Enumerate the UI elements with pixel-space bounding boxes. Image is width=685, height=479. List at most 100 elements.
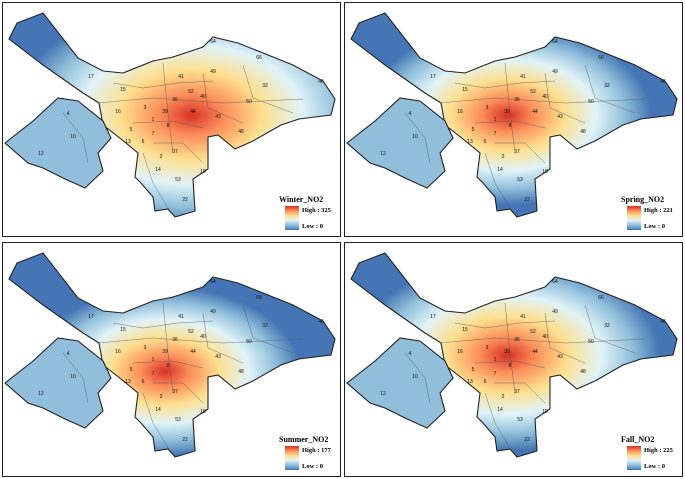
zone-boundary-line (142, 392, 169, 449)
zone-boundary-line (162, 302, 174, 394)
summer-no2-map-panel: 17 15 16 12 10 4 5 6 7 8 13 14 2 37 53 18 22 44 43 46 48 50 32… (2, 242, 341, 477)
zone-boundary-line (202, 312, 244, 364)
zone-label: 15 (120, 327, 126, 333)
zone-label: 48 (580, 369, 586, 375)
zone-label: 3 (486, 345, 489, 351)
zone-boundary-line (484, 152, 511, 209)
zone-label: 40 (200, 334, 206, 340)
zone-boundary-line (474, 360, 546, 369)
legend-title: Summer_NO2 (279, 435, 329, 444)
zone-label: 64 (210, 39, 216, 45)
zone-label: 32 (604, 83, 610, 89)
zone-label: 52 (188, 329, 194, 335)
zone-label: 13 (125, 139, 131, 145)
zone-label: 49 (210, 69, 216, 75)
zone-boundary-line (142, 152, 169, 209)
zone-label: 7 (152, 371, 155, 377)
zone-label: 22 (524, 437, 530, 443)
zone-boundary-line (454, 320, 556, 329)
zone-label: 36 (514, 337, 520, 343)
zone-label: 64 (210, 279, 216, 285)
legend-high-label: High : 177 (302, 447, 331, 454)
zone-label: 46 (660, 79, 666, 85)
zone-label: 7 (494, 131, 497, 137)
zone-label: 37 (172, 389, 178, 395)
zone-label: 39 (162, 349, 168, 355)
zone-label: 2 (160, 154, 163, 160)
zone-label: 49 (552, 69, 558, 75)
fall-no2-map-panel: 17 15 16 12 10 4 5 6 7 8 13 14 2 37 53 18 22 44 43 46 48 50 32… (344, 242, 683, 477)
zone-label: 2 (502, 394, 505, 400)
legend-color-ramp (627, 446, 641, 470)
spring-legend: Spring_NO2 High : 221 Low : 0 (621, 195, 682, 233)
zone-label: 5 (472, 127, 475, 133)
zone-label: 8 (167, 123, 170, 129)
city-boundary (8, 252, 336, 458)
zone-label: 44 (532, 109, 538, 115)
zone-label: 50 (246, 339, 252, 345)
zone-boundary-line (584, 64, 636, 114)
winter-legend: Winter_NO2 High : 325 Low : 0 (279, 195, 340, 233)
zone-label: 49 (552, 309, 558, 315)
zone-boundary-line (474, 120, 546, 129)
zone-boundary-line (242, 304, 294, 354)
zone-boundary-line (132, 360, 204, 369)
zone-label: 44 (532, 349, 538, 355)
zone-label: 1 (152, 117, 155, 123)
zone-label: 39 (162, 109, 168, 115)
zone-label: 13 (467, 139, 473, 145)
legend-low-label: Low : 0 (644, 463, 665, 470)
zone-label: 6 (142, 379, 145, 385)
zone-label: 16 (115, 349, 121, 355)
zone-label: 2 (160, 394, 163, 400)
zone-label: 12 (380, 391, 386, 397)
zone-label: 43 (215, 114, 221, 120)
zone-label: 6 (484, 139, 487, 145)
zone-boundary-line (112, 320, 214, 329)
zone-label: 3 (144, 345, 147, 351)
zone-label: 16 (115, 109, 121, 115)
zone-label: 48 (238, 369, 244, 375)
zone-label: 15 (462, 327, 468, 333)
zone-label: 43 (215, 354, 221, 360)
legend-title: Spring_NO2 (621, 195, 665, 204)
zone-boundary-line (97, 97, 304, 104)
zone-label: 32 (262, 323, 268, 329)
zone-label: 5 (130, 367, 133, 373)
zone-label: 18 (200, 409, 206, 415)
zone-label: 12 (38, 391, 44, 397)
zone-label: 22 (182, 197, 188, 203)
zone-label: 6 (484, 379, 487, 385)
spring-map-svg: 17 15 16 12 10 4 5 6 7 8 13 14 2 37 53 18 22 44 43 46 48 50 32… (346, 12, 678, 218)
zone-label: 52 (530, 329, 536, 335)
zone-label: 16 (457, 109, 463, 115)
city-boundary (350, 12, 678, 218)
zone-label: 48 (580, 129, 586, 135)
zone-label: 10 (70, 134, 76, 140)
legend-high-label: High : 225 (644, 447, 673, 454)
zone-label: 15 (120, 87, 126, 93)
zone-label: 8 (509, 123, 512, 129)
zone-label: 64 (552, 39, 558, 45)
zone-label: 17 (430, 314, 436, 320)
west-district-boundary (4, 97, 112, 189)
zone-label: 32 (604, 323, 610, 329)
zone-label: 6 (142, 139, 145, 145)
spring-no2-map-panel: 17 15 16 12 10 4 5 6 7 8 13 14 2 37 53 18 22 44 43 46 48 50 32… (344, 2, 683, 237)
zone-boundary-line (404, 112, 431, 164)
west-district-boundary (346, 97, 454, 189)
zone-label: 22 (524, 197, 530, 203)
zone-label: 8 (509, 363, 512, 369)
zone-boundary-line (112, 80, 214, 89)
zone-label: 22 (182, 437, 188, 443)
zone-label: 12 (38, 151, 44, 157)
zone-label: 17 (88, 74, 94, 80)
legend-title: Fall_NO2 (621, 435, 655, 444)
summer-legend: Summer_NO2 High : 177 Low : 0 (279, 435, 340, 473)
zone-label: 17 (430, 74, 436, 80)
zone-boundary-line (439, 97, 646, 104)
legend-low-label: Low : 0 (302, 223, 323, 230)
zone-label: 46 (318, 79, 324, 85)
zone-label: 39 (504, 349, 510, 355)
zone-label: 52 (530, 89, 536, 95)
